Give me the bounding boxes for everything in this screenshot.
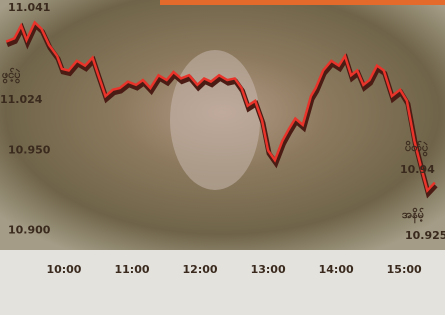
annotation: 10.94: [400, 163, 435, 176]
annotation: ပိတ်ပွဲ: [405, 140, 428, 156]
top-band: [160, 0, 445, 5]
axis-band: [0, 250, 445, 315]
x-tick-label: 13:00: [251, 263, 286, 276]
annotation: ဖွင့်ပွဲ: [2, 67, 21, 83]
y-tick-label: 10.900: [8, 224, 51, 237]
y-tick-label: 11.041: [8, 1, 50, 14]
x-tick-label: 15:00: [387, 263, 422, 276]
photo-detail: [170, 50, 260, 190]
chart: 10.900 10.950 11.041 10:00 11:00 12:00 13:00 14…: [0, 0, 445, 315]
x-tick-label: 11:00: [114, 263, 149, 276]
x-tick-label: 14:00: [319, 263, 354, 276]
annotation: 10.925: [405, 229, 445, 242]
annotation: 11.024: [0, 93, 43, 106]
x-tick-label: 12:00: [183, 263, 218, 276]
y-tick-label: 10.950: [8, 144, 51, 157]
x-tick-label: 10:00: [46, 263, 81, 276]
